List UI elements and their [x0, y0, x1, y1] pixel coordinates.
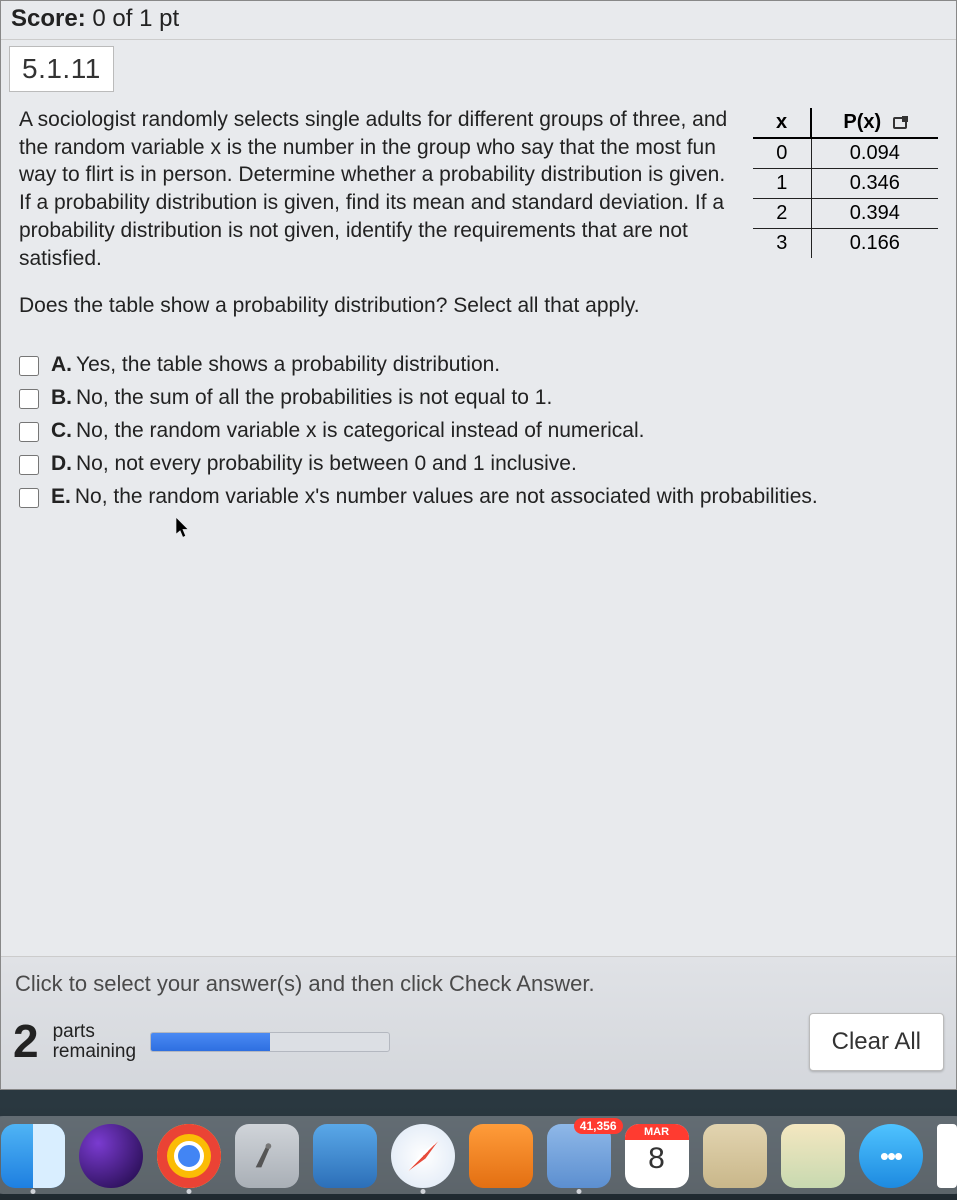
probability-table: x P(x) 0 0.094 1 0.346 — [753, 108, 938, 258]
checkbox-d[interactable] — [19, 455, 39, 475]
quiz-window: Score: 0 of 1 pt 5.1.11 A sociologist ra… — [0, 0, 957, 1090]
table-row: 1 0.346 — [753, 169, 938, 199]
score-label: Score: — [11, 5, 86, 32]
choice-b[interactable]: B.No, the sum of all the probabilities i… — [19, 386, 938, 410]
content-area: A sociologist randomly selects single ad… — [1, 96, 956, 518]
choice-list: A.Yes, the table shows a probability dis… — [19, 344, 938, 518]
table-header-p: P(x) — [811, 108, 938, 138]
footer: Click to select your answer(s) and then … — [1, 956, 956, 1089]
choice-a[interactable]: A.Yes, the table shows a probability dis… — [19, 353, 938, 377]
messages-icon[interactable] — [859, 1124, 923, 1188]
parts-label: parts remaining — [53, 1022, 136, 1062]
checkbox-b[interactable] — [19, 389, 39, 409]
footer-hint: Click to select your answer(s) and then … — [9, 957, 948, 1007]
maps-icon[interactable] — [781, 1124, 845, 1188]
app-icon[interactable] — [313, 1124, 377, 1188]
cursor-icon — [176, 518, 190, 538]
choice-d[interactable]: D.No, not every probability is between 0… — [19, 452, 938, 476]
table-row: 2 0.394 — [753, 199, 938, 229]
launchpad-icon[interactable] — [235, 1124, 299, 1188]
calendar-day: 8 — [648, 1142, 665, 1176]
clear-all-button[interactable]: Clear All — [809, 1013, 944, 1071]
photos-icon[interactable] — [79, 1124, 143, 1188]
finder-icon[interactable] — [1, 1124, 65, 1188]
choice-c[interactable]: C.No, the random variable x is categoric… — [19, 419, 938, 443]
table-header-x: x — [753, 108, 811, 138]
table-row: 0 0.094 — [753, 138, 938, 169]
score-value: 0 of 1 pt — [92, 5, 179, 32]
calendar-month: MAR — [625, 1124, 689, 1140]
app-strip-icon[interactable] — [937, 1124, 957, 1188]
sub-question: Does the table show a probability distri… — [19, 294, 938, 318]
calendar-icon[interactable]: MAR 8 — [625, 1124, 689, 1188]
checkbox-c[interactable] — [19, 422, 39, 442]
progress-bar — [150, 1032, 390, 1052]
dock-tray: 41,356 MAR 8 — [0, 1116, 957, 1194]
score-bar: Score: 0 of 1 pt — [1, 1, 956, 40]
mail-icon[interactable]: 41,356 — [547, 1124, 611, 1188]
checkbox-e[interactable] — [19, 488, 39, 508]
mail-badge: 41,356 — [574, 1118, 623, 1134]
question-text: A sociologist randomly selects single ad… — [19, 106, 735, 272]
checkbox-a[interactable] — [19, 356, 39, 376]
choice-e[interactable]: E.No, the random variable x's number val… — [19, 485, 938, 509]
expand-icon[interactable] — [893, 117, 907, 129]
safari-icon[interactable] — [391, 1124, 455, 1188]
parts-count: 2 — [13, 1021, 39, 1062]
mac-dock: 41,356 MAR 8 — [0, 1104, 957, 1200]
progress-fill — [151, 1033, 270, 1051]
books-icon[interactable] — [469, 1124, 533, 1188]
chrome-icon[interactable] — [157, 1124, 221, 1188]
question-number: 5.1.11 — [9, 46, 114, 92]
pages-icon[interactable] — [703, 1124, 767, 1188]
table-row: 3 0.166 — [753, 229, 938, 259]
